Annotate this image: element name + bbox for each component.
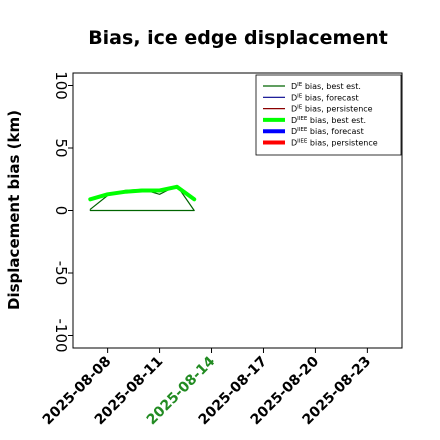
y-tick-label: -50 — [52, 261, 70, 286]
legend-entry-4: DIIEE bias, forecast — [291, 127, 364, 136]
legend: DIE bias, best est. DIE bias, forecast DIE… — [255, 74, 402, 156]
x-axis: 2025-08-082025-08-112025-08-142025-08-17… — [40, 348, 374, 428]
series-line-3 — [88, 184, 197, 202]
legend-entry-1: DIE bias, forecast — [291, 93, 359, 102]
y-tick-label: 0 — [52, 206, 70, 216]
y-tick-label: -100 — [52, 318, 70, 352]
y-axis: -100 -50 0 50 100 — [52, 71, 73, 353]
y-tick-label: 100 — [52, 71, 70, 100]
legend-entry-2: DIE bias, persistence — [291, 105, 373, 114]
legend-entry-5: DIIEE bias, persistence — [291, 139, 378, 148]
legend-entry-0: DIE bias, best est. — [291, 82, 361, 91]
y-axis-label: Displacement bias (km) — [5, 110, 23, 310]
y-tick-label: 50 — [52, 138, 70, 157]
series-layer — [88, 184, 197, 212]
chart-title: Bias, ice edge displacement — [88, 27, 388, 49]
legend-entry-3: DIIEE bias, best est. — [291, 116, 366, 125]
